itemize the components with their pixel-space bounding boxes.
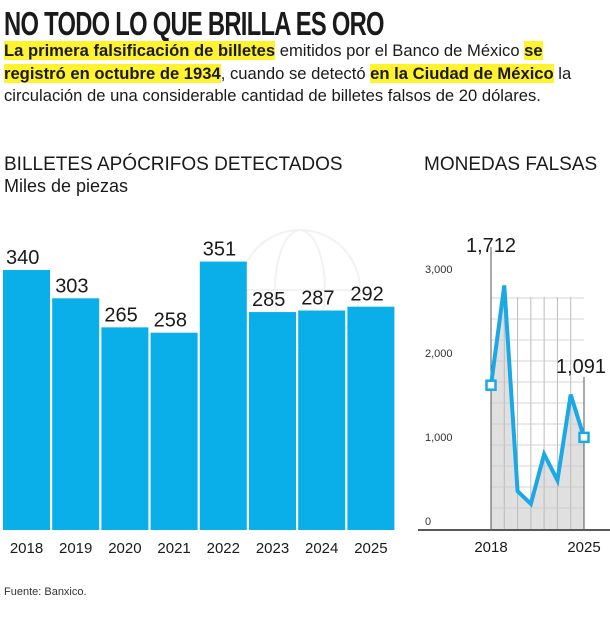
x-tick-2021: 2021 [157,540,190,557]
bar-label-2019: 303 [55,275,88,297]
marker-2018 [485,379,497,391]
x-tick-2025: 2025 [567,539,600,556]
bar-label-2023: 285 [252,289,285,311]
bar-label-2024: 287 [301,288,334,310]
lead-paragraph: La primera falsificación de billetes emi… [4,40,604,108]
bar-2020 [101,327,149,530]
lead-text-3: la circulación de una considerable canti… [4,63,572,106]
annotation-2025: 1,091 [556,356,606,378]
x-tick-2018: 2018 [474,539,507,556]
bar-label-2020: 265 [104,304,137,326]
bar-2024 [298,310,346,530]
bar-2025 [347,306,395,530]
highlight-1: La primera falsificación de billetes [4,41,276,60]
bar-2022 [199,261,247,530]
x-tick-2019: 2019 [59,540,92,557]
y-tick: 0 [425,516,431,528]
x-tick-2020: 2020 [108,540,141,557]
x-tick-2024: 2024 [305,540,338,557]
lead-text-2: , cuando se detectó [220,63,371,83]
lead-text-1: emitidos por el Banco de México [275,41,525,60]
x-tick-2025: 2025 [354,540,387,557]
x-tick-2022: 2022 [207,540,240,557]
bar-chart-title: BILLETES APÓCRIFOS DETECTADOS [4,154,343,175]
bar-chart-subtitle: Miles de piezas [4,176,129,196]
bar-2021 [150,332,198,530]
bar-label-2025: 292 [350,284,383,306]
highlight-3: en la Ciudad de México [370,63,554,83]
bar-label-2022: 351 [203,239,236,261]
line-chart-title: MONEDAS FALSAS [424,154,598,175]
y-tick: 1,000 [425,432,453,444]
marker-2025 [578,431,590,444]
series-line [489,285,586,508]
bar-2019 [52,298,100,530]
x-tick-2023: 2023 [256,540,289,557]
source-note: Fuente: Banxico. [4,586,87,598]
bar-label-2021: 258 [154,310,187,332]
bar-2018 [3,270,50,530]
x-tick-2018: 2018 [10,540,43,557]
y-tick: 3,000 [425,264,453,276]
headline: NO TODO LO QUE BRILLA ES ORO [4,5,385,42]
bar-2023 [249,312,296,530]
y-tick: 2,000 [425,348,453,360]
annotation-2018: 1,712 [466,235,516,257]
bar-label-2018: 340 [6,247,39,269]
